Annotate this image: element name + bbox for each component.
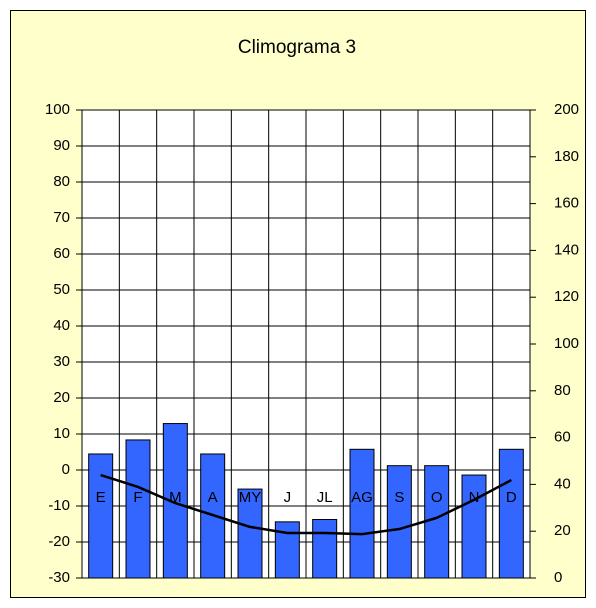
- x-tick-label: E: [96, 489, 106, 506]
- y-tick-label: 10: [53, 425, 70, 442]
- y-tick-label: -20: [48, 533, 70, 550]
- y-tick-label: -30: [48, 569, 70, 586]
- y2-tick-label: 180: [554, 148, 579, 165]
- y-tick-label: 60: [53, 245, 70, 262]
- y2-tick-label: 60: [554, 429, 571, 446]
- x-tick-label: A: [208, 489, 218, 506]
- x-tick-label: D: [506, 489, 517, 506]
- bar: [88, 453, 114, 579]
- bar: [312, 519, 338, 579]
- y-tick-label: 50: [53, 281, 70, 298]
- y2-tick-label: 140: [554, 241, 579, 258]
- y-tick-label: 0: [62, 461, 70, 478]
- bar: [237, 488, 263, 579]
- x-tick-label: MY: [239, 489, 262, 506]
- y2-tick-label: 160: [554, 195, 579, 212]
- y2-tick-label: 0: [554, 569, 562, 586]
- bar: [498, 448, 524, 579]
- y2-tick-label: 100: [554, 335, 579, 352]
- bar: [125, 439, 151, 579]
- y-tick-label: 100: [45, 101, 70, 118]
- y2-tick-label: 80: [554, 382, 571, 399]
- bar: [424, 465, 450, 579]
- x-tick-label: O: [431, 489, 443, 506]
- bar: [274, 521, 300, 579]
- y-tick-label: -10: [48, 497, 70, 514]
- y2-tick-label: 200: [554, 101, 579, 118]
- x-tick-label: S: [394, 489, 404, 506]
- x-tick-label: J: [284, 489, 292, 506]
- y-tick-label: 70: [53, 209, 70, 226]
- bar: [349, 448, 375, 579]
- x-tick-label: N: [469, 489, 480, 506]
- y2-tick-label: 120: [554, 288, 579, 305]
- y-tick-label: 40: [53, 317, 70, 334]
- x-tick-label: JL: [317, 489, 333, 506]
- line: [100, 473, 512, 536]
- chart-title: Climograma 3: [238, 37, 356, 58]
- bar: [386, 465, 412, 579]
- y-tick-label: 30: [53, 353, 70, 370]
- x-tick-label: AG: [351, 489, 373, 506]
- y-tick-label: 80: [53, 173, 70, 190]
- y2-tick-label: 40: [554, 475, 571, 492]
- y-tick-label: 90: [53, 137, 70, 154]
- y-tick-label: 20: [53, 389, 70, 406]
- x-tick-label: F: [133, 489, 142, 506]
- bar: [461, 474, 487, 579]
- y2-tick-label: 20: [554, 522, 571, 539]
